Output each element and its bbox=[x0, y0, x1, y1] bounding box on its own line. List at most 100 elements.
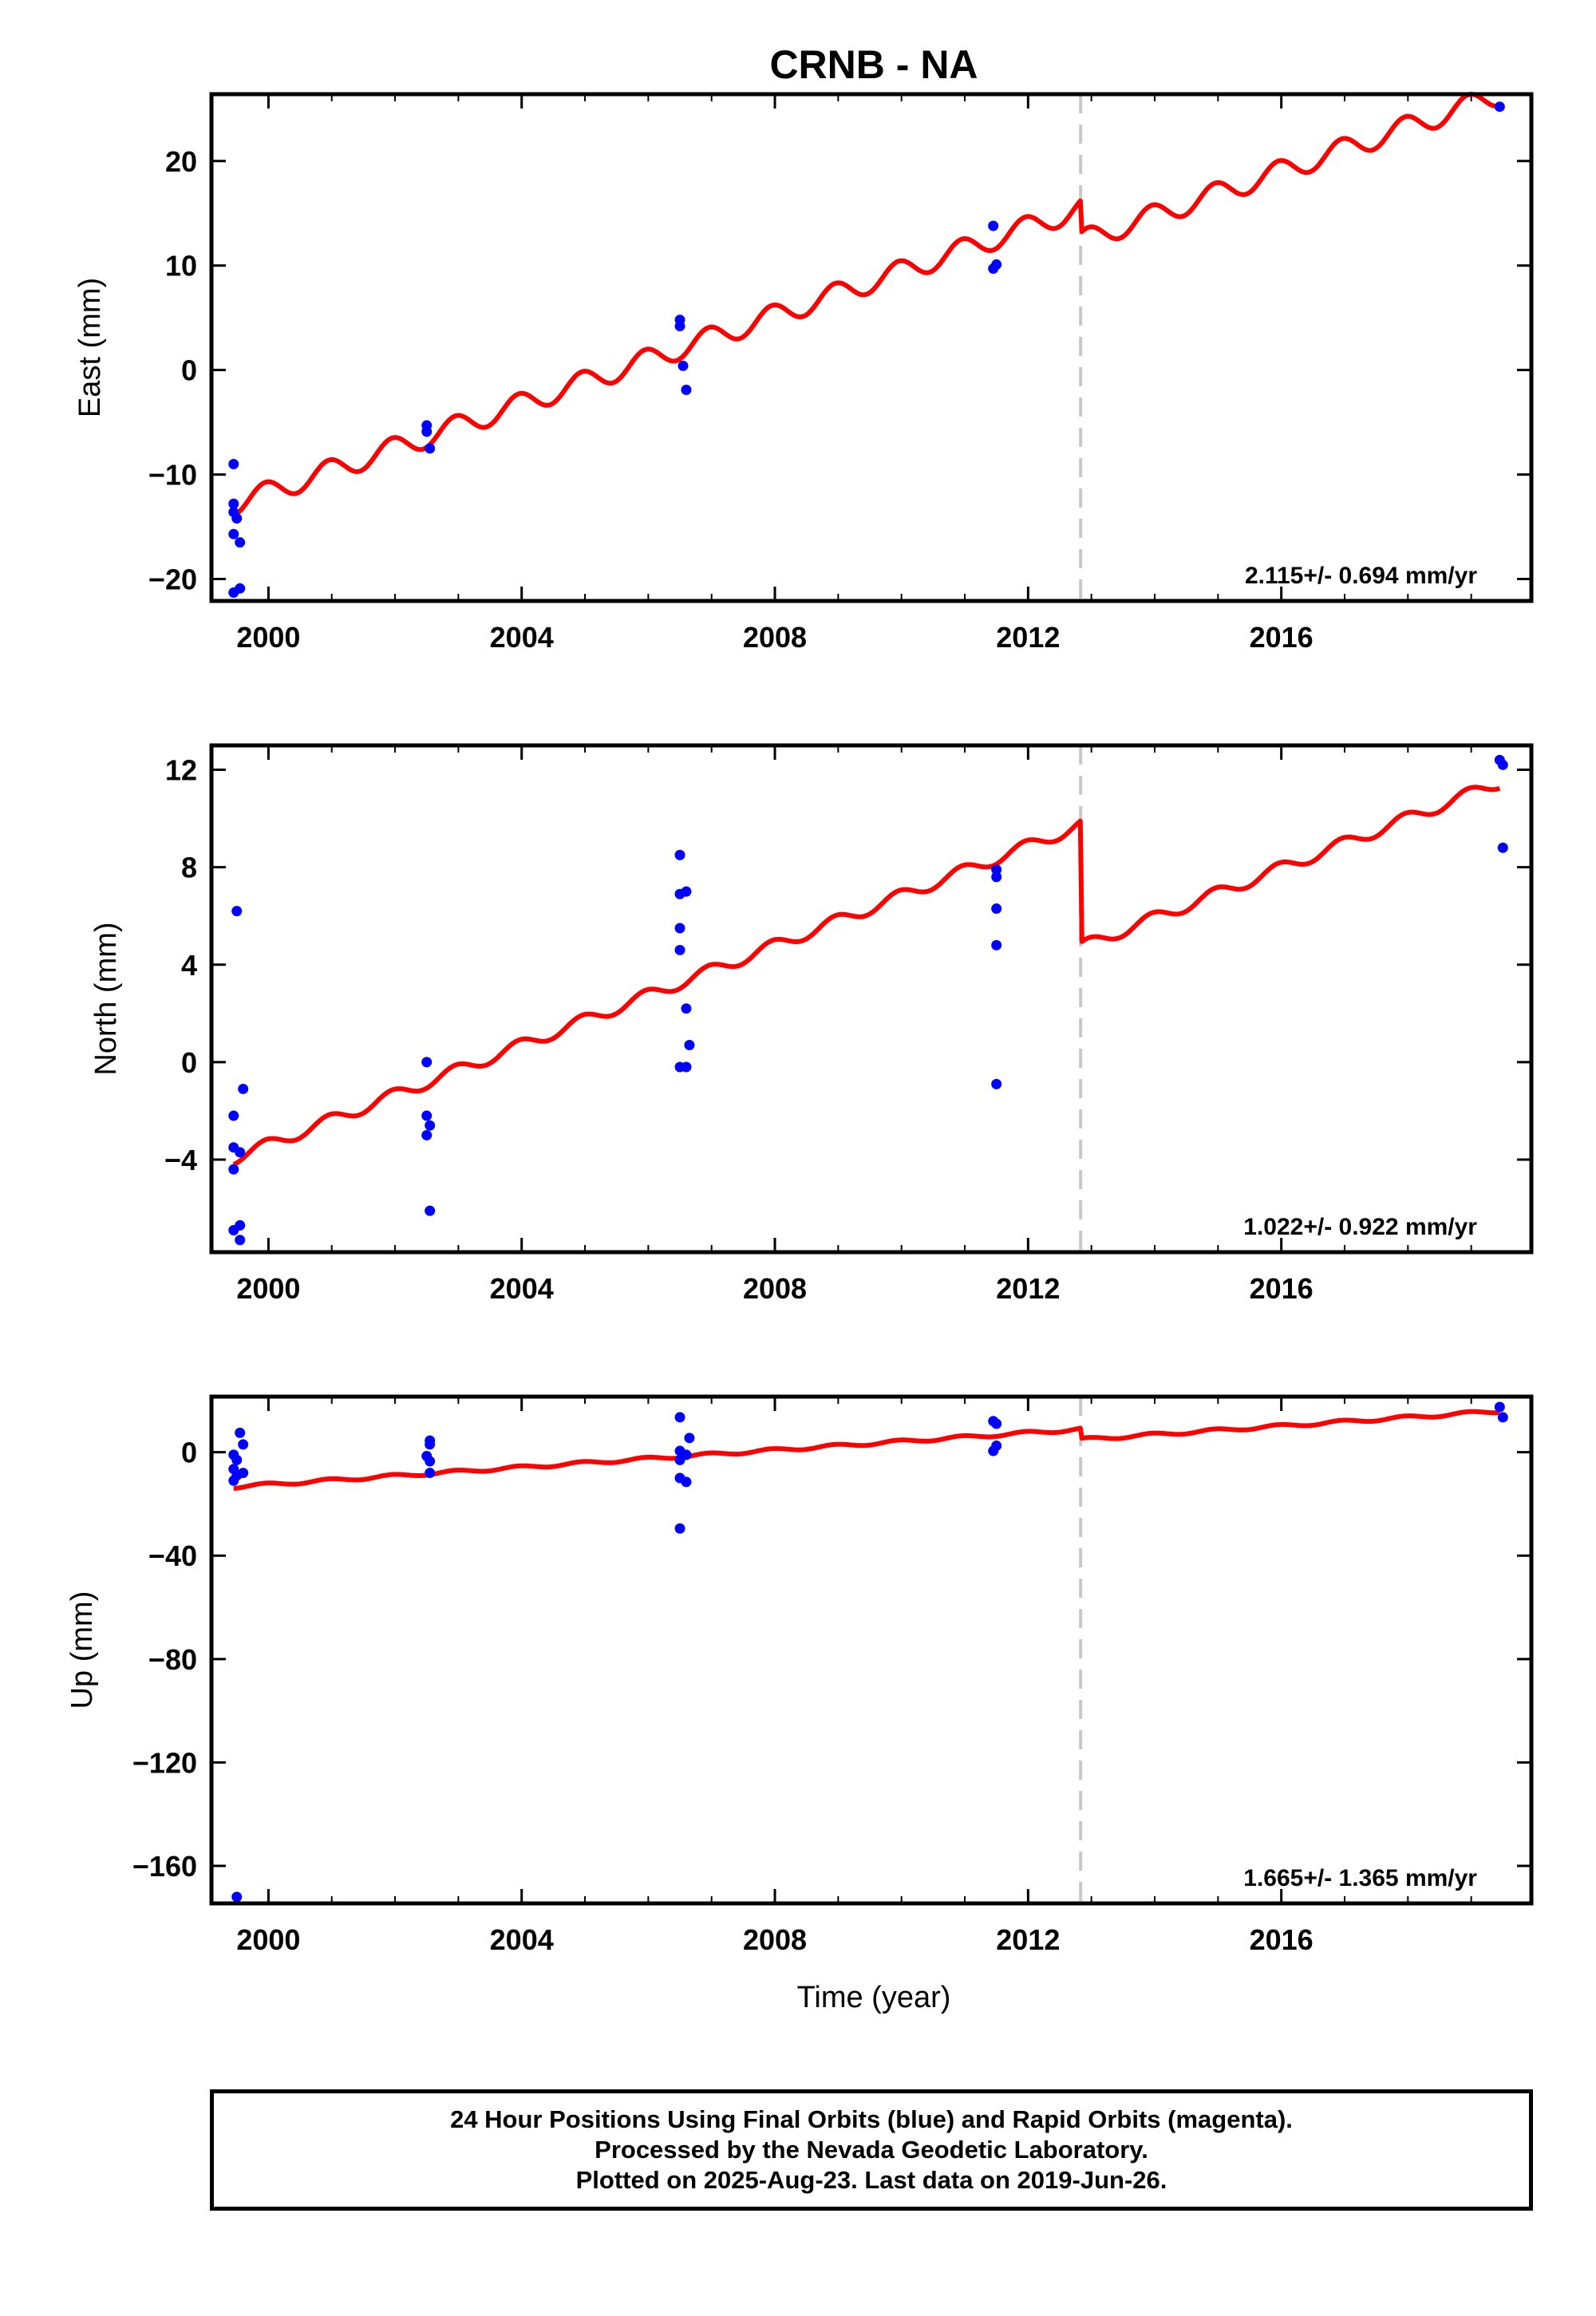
east-frame bbox=[209, 92, 1534, 603]
north-y-tick-label: 8 bbox=[181, 852, 197, 884]
north-data-point bbox=[684, 1040, 695, 1051]
east-data-point bbox=[425, 443, 436, 454]
east-x-tick-label: 2000 bbox=[236, 621, 300, 654]
north-data-point bbox=[425, 1205, 436, 1216]
east-y-tick-label: 0 bbox=[181, 354, 197, 387]
north-data-point bbox=[674, 923, 685, 934]
north-x-tick-label: 2008 bbox=[743, 1272, 807, 1305]
footer-line-plotted: Plotted on 2025-Aug-23. Last data on 201… bbox=[575, 2166, 1167, 2194]
up-data-point bbox=[681, 1476, 692, 1488]
up-y-tick-label: 0 bbox=[181, 1437, 197, 1469]
north-data-point bbox=[235, 1147, 246, 1158]
east-x-tick-label: 2008 bbox=[743, 621, 807, 654]
east-model-line bbox=[232, 92, 1501, 518]
east-data-point bbox=[235, 537, 246, 548]
east-x-tick-label: 2004 bbox=[490, 621, 554, 654]
north-data-point bbox=[674, 849, 685, 860]
up-data-point bbox=[235, 1427, 246, 1438]
north-data-point bbox=[681, 1061, 692, 1073]
east-x-tick-label: 2012 bbox=[996, 621, 1060, 654]
east-rate-label: 2.115+/- 0.694 mm/yr bbox=[1245, 563, 1477, 589]
north-y-tick-label: −4 bbox=[164, 1144, 197, 1176]
up-model-line bbox=[232, 1409, 1501, 1491]
up-data-point bbox=[674, 1454, 685, 1465]
footer-line-processed: Processed by the Nevada Geodetic Laborat… bbox=[595, 2136, 1148, 2164]
up-data-point bbox=[425, 1456, 436, 1467]
north-data-point bbox=[421, 1057, 433, 1068]
north-data-point bbox=[228, 1164, 239, 1175]
east-data-point bbox=[1494, 101, 1505, 113]
up-y-axis-label: Up (mm) bbox=[65, 1591, 99, 1709]
chart-title: CRNB - NA bbox=[769, 42, 978, 87]
east-y-axis-label: East (mm) bbox=[73, 278, 107, 417]
footer-line-orbits: 24 Hour Positions Using Final Orbits (bl… bbox=[450, 2105, 1293, 2133]
chart-panels: 2000 2004 2008 2012 2016 −20 −10 0 10 20 East (mm)… bbox=[65, 92, 1534, 1956]
east-y-tick-label: −20 bbox=[148, 563, 197, 596]
north-x-tick-label: 2012 bbox=[996, 1272, 1060, 1305]
north-x-tick-label: 2004 bbox=[490, 1272, 554, 1305]
east-panel: 2000 2004 2008 2012 2016 −20 −10 0 10 20 East (mm)… bbox=[73, 92, 1534, 654]
east-y-tick-label: −10 bbox=[148, 459, 197, 492]
north-data-point bbox=[421, 1110, 433, 1121]
up-y-tick-label: −40 bbox=[148, 1539, 197, 1572]
east-data-point bbox=[421, 426, 433, 437]
up-data-point bbox=[425, 1468, 436, 1479]
up-y-tick-label: −160 bbox=[132, 1850, 197, 1883]
up-x-tick-label: 2012 bbox=[996, 1923, 1060, 1956]
north-data-point bbox=[991, 864, 1002, 875]
up-panel: 2000 2004 2008 2012 2016 −160 −120 −80 −40 0 Up (m… bbox=[65, 1394, 1534, 1956]
east-data-point bbox=[228, 458, 239, 469]
north-data-point bbox=[991, 939, 1002, 951]
up-y-tick-label: −80 bbox=[148, 1643, 197, 1676]
north-rate-label: 1.022+/- 0.922 mm/yr bbox=[1243, 1214, 1477, 1240]
x-axis-label: Time (year) bbox=[797, 1981, 951, 2014]
north-data-point bbox=[235, 1235, 246, 1246]
east-data-point bbox=[681, 385, 692, 396]
up-rate-label: 1.665+/- 1.365 mm/yr bbox=[1243, 1865, 1477, 1891]
up-data-point bbox=[1497, 1412, 1508, 1423]
east-data-point bbox=[674, 321, 685, 332]
east-data-point bbox=[231, 513, 243, 524]
up-data-point bbox=[238, 1439, 249, 1450]
north-y-axis-label: North (mm) bbox=[89, 922, 123, 1075]
footer-box: 24 Hour Positions Using Final Orbits (bl… bbox=[210, 2089, 1533, 2211]
up-x-tick-label: 2004 bbox=[490, 1923, 554, 1956]
up-data-point bbox=[238, 1468, 249, 1479]
up-data-point bbox=[231, 1454, 243, 1465]
up-data-point bbox=[991, 1418, 1002, 1429]
up-data-point bbox=[1494, 1401, 1505, 1413]
up-x-tick-label: 2000 bbox=[236, 1923, 300, 1956]
east-data-point bbox=[991, 259, 1002, 270]
up-frame bbox=[209, 1394, 1534, 1906]
east-data-point bbox=[678, 360, 689, 371]
north-y-tick-label: 4 bbox=[181, 949, 197, 982]
north-data-point bbox=[991, 903, 1002, 915]
north-data-point bbox=[1497, 842, 1508, 853]
east-y-tick-label: 20 bbox=[165, 145, 197, 178]
up-data-point bbox=[425, 1439, 436, 1450]
north-data-point bbox=[238, 1083, 249, 1094]
north-y-tick-label: 0 bbox=[181, 1046, 197, 1079]
north-data-point bbox=[991, 871, 1002, 883]
north-data-point bbox=[681, 1003, 692, 1014]
north-x-tick-label: 2016 bbox=[1250, 1272, 1314, 1305]
east-data-point bbox=[988, 220, 999, 231]
up-data-point bbox=[231, 1891, 243, 1903]
north-model-line bbox=[232, 785, 1501, 1167]
up-data-point bbox=[988, 1445, 999, 1456]
north-data-point bbox=[425, 1120, 436, 1131]
north-data-point bbox=[231, 906, 243, 917]
north-x-tick-label: 2000 bbox=[236, 1272, 300, 1305]
east-y-tick-label: 10 bbox=[165, 250, 197, 283]
up-x-tick-label: 2016 bbox=[1250, 1923, 1314, 1956]
east-data-point bbox=[235, 583, 246, 594]
north-data-point bbox=[228, 1110, 239, 1121]
up-data-point bbox=[674, 1412, 685, 1423]
north-frame bbox=[209, 743, 1534, 1255]
up-data-point bbox=[674, 1523, 685, 1534]
up-x-tick-label: 2008 bbox=[743, 1923, 807, 1956]
north-panel: 2000 2004 2008 2012 2016 −4 0 4 8 12 North (mm) 1.0… bbox=[89, 743, 1534, 1305]
east-x-tick-label: 2016 bbox=[1250, 621, 1314, 654]
north-data-point bbox=[674, 944, 685, 955]
